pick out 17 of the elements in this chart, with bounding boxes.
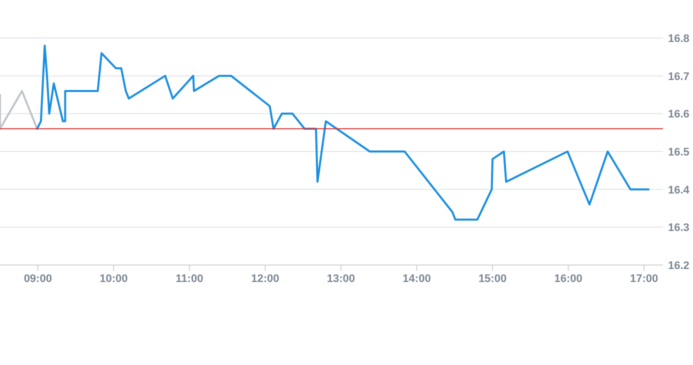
- x-tick-label: 11:00: [176, 273, 204, 285]
- y-tick-label: 16.3: [668, 222, 690, 234]
- x-tick-label: 15:00: [478, 273, 507, 285]
- x-tick-label: 09:00: [24, 273, 52, 285]
- y-tick-label: 16.6: [668, 108, 690, 121]
- x-tick-label: 16:00: [554, 273, 582, 285]
- y-tick-label: 16.2: [668, 260, 690, 272]
- line-series: [36, 44, 650, 221]
- y-tick-label: 16.7: [668, 70, 690, 83]
- y-tick-label: 16.4: [668, 184, 690, 196]
- y-tick-label: 16.5: [668, 146, 690, 158]
- y-tick-label: 16.8: [668, 33, 690, 45]
- x-tick-label: 10:00: [100, 273, 128, 285]
- x-tick-label: 14:00: [402, 273, 431, 285]
- x-tick-label: 12:00: [251, 273, 280, 285]
- x-tick-label: 17:00: [630, 273, 658, 285]
- x-tick-label: 13:00: [326, 273, 356, 285]
